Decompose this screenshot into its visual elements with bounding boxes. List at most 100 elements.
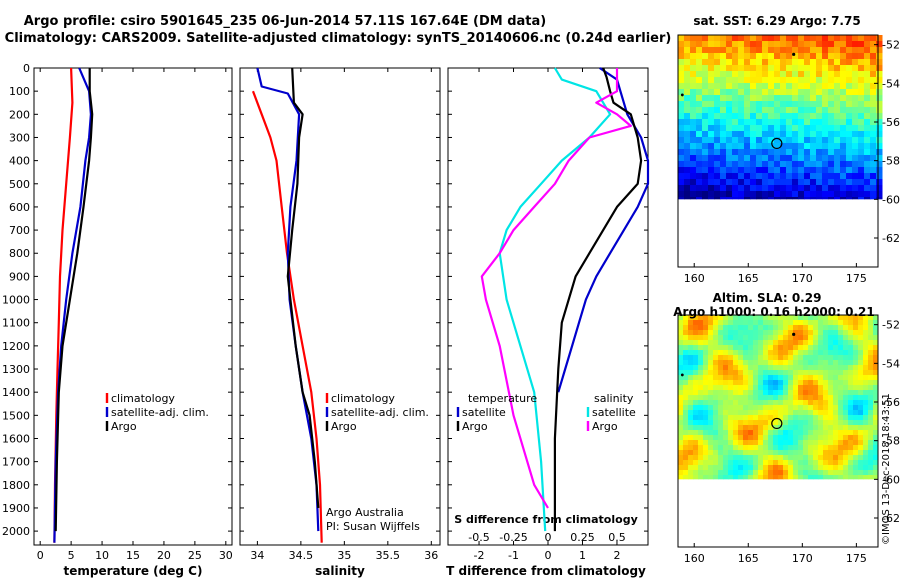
- heatmap-cell: [828, 41, 835, 48]
- heatmap-cell: [778, 380, 784, 386]
- heatmap-cell: [718, 375, 724, 381]
- heatmap-cell: [713, 415, 719, 421]
- heatmap-cell: [846, 149, 853, 156]
- heatmap-cell: [702, 185, 709, 192]
- heatmap-cell: [750, 53, 757, 60]
- heatmap-cell: [822, 35, 829, 42]
- heatmap-cell: [858, 315, 864, 321]
- heatmap-cell: [762, 83, 769, 90]
- heatmap-cell: [803, 440, 809, 446]
- heatmap-cell: [813, 475, 819, 480]
- heatmap-cell: [768, 77, 775, 84]
- heatmap-cell: [828, 95, 835, 102]
- heatmap-cell: [750, 83, 757, 90]
- heatmap-cell: [708, 395, 714, 401]
- depth-tick-label: 1200: [2, 340, 30, 353]
- heatmap-cell: [870, 107, 877, 114]
- heatmap-cell: [868, 470, 874, 476]
- heatmap-cell: [748, 470, 754, 476]
- heatmap-cell: [738, 143, 745, 150]
- heatmap-cell: [744, 59, 751, 66]
- heatmap-cell: [703, 360, 709, 366]
- heatmap-cell: [833, 435, 839, 441]
- heatmap-cell: [678, 400, 684, 406]
- heatmap-cell: [678, 320, 684, 326]
- heatmap-cell: [713, 455, 719, 461]
- depth-tick-label: 900: [9, 270, 30, 283]
- heatmap-cell: [816, 185, 823, 192]
- heatmap-cell: [810, 125, 817, 132]
- heatmap-cell: [843, 360, 849, 366]
- heatmap-cell: [816, 155, 823, 162]
- heatmap-cell: [870, 197, 877, 200]
- heatmap-cell: [688, 390, 694, 396]
- heatmap-cell: [763, 405, 769, 411]
- heatmap-cell: [804, 83, 811, 90]
- heatmap-cell: [713, 315, 719, 321]
- heatmap-cell: [683, 420, 689, 426]
- heatmap-cell: [778, 345, 784, 351]
- heatmap-cell: [816, 197, 823, 200]
- heatmap-cell: [738, 385, 744, 391]
- heatmap-cell: [743, 345, 749, 351]
- heatmap-cell: [708, 420, 714, 426]
- heatmap-cell: [756, 77, 763, 84]
- heatmap-cell: [748, 335, 754, 341]
- heatmap-cell: [702, 167, 709, 174]
- heatmap-cell: [718, 325, 724, 331]
- heatmap-cell: [780, 35, 787, 42]
- heatmap-cell: [808, 440, 814, 446]
- heatmap-cell: [778, 330, 784, 336]
- heatmap-cell: [688, 380, 694, 386]
- heatmap-cell: [773, 470, 779, 476]
- heatmap-cell: [843, 425, 849, 431]
- heatmap-cell: [726, 101, 733, 108]
- heatmap-cell: [713, 410, 719, 416]
- heatmap-cell: [723, 320, 729, 326]
- heatmap-cell: [762, 197, 769, 200]
- heatmap-cell: [843, 465, 849, 471]
- heatmap-cell: [678, 350, 684, 356]
- heatmap-cell: [690, 107, 697, 114]
- heatmap-cell: [748, 330, 754, 336]
- heatmap-cell: [863, 475, 869, 480]
- heatmap-cell: [696, 191, 703, 198]
- heatmap-cell: [696, 173, 703, 180]
- heatmap-cell: [728, 335, 734, 341]
- heatmap-cell: [858, 119, 865, 126]
- heatmap-cell: [750, 179, 757, 186]
- heatmap-cell: [696, 131, 703, 138]
- heatmap-cell: [693, 460, 699, 466]
- heatmap-cell: [732, 131, 739, 138]
- heatmap-cell: [813, 375, 819, 381]
- heatmap-cell: [834, 65, 841, 72]
- heatmap-cell: [813, 360, 819, 366]
- heatmap-cell: [783, 395, 789, 401]
- heatmap-cell: [714, 197, 721, 200]
- heatmap-cell: [708, 41, 715, 48]
- heatmap-cell: [870, 179, 877, 186]
- heatmap-cell: [848, 425, 854, 431]
- x-axis-label: temperature (deg C): [64, 564, 203, 578]
- heatmap-cell: [762, 161, 769, 168]
- heatmap-cell: [848, 460, 854, 466]
- heatmap-cell: [726, 71, 733, 78]
- heatmap-cell: [738, 320, 744, 326]
- heatmap-cell: [848, 375, 854, 381]
- heatmap-cell: [793, 400, 799, 406]
- heatmap-cell: [840, 83, 847, 90]
- heatmap-cell: [804, 107, 811, 114]
- heatmap-cell: [868, 420, 874, 426]
- heatmap-cell: [810, 161, 817, 168]
- heatmap-cell: [743, 340, 749, 346]
- heatmap-cell: [792, 197, 799, 200]
- heatmap-cell: [683, 375, 689, 381]
- heatmap-cell: [873, 460, 879, 466]
- sla-map-title-line2: Argo h1000: 0.16 h2000: 0.21: [673, 305, 874, 319]
- heatmap-cell: [858, 370, 864, 376]
- heatmap-cell: [748, 390, 754, 396]
- heatmap-cell: [843, 345, 849, 351]
- heatmap-cell: [768, 197, 775, 200]
- heatmap-cell: [793, 455, 799, 461]
- heatmap-cell: [803, 355, 809, 361]
